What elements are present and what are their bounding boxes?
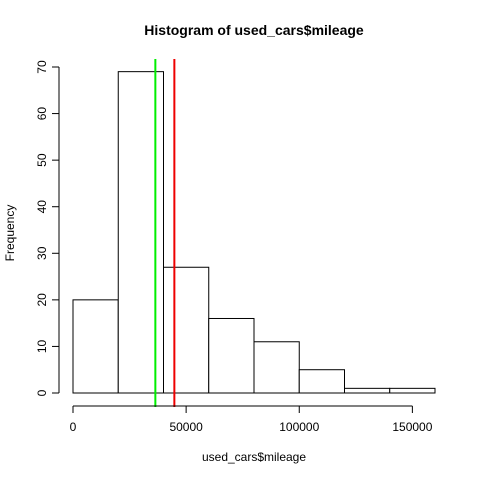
histogram-bar-1 (117, 71, 164, 394)
y-axis-label: Frequency (3, 205, 17, 262)
x-tick-label: 100000 (279, 420, 319, 434)
x-axis: 0 50000 100000 150000 (70, 405, 433, 434)
y-tick-label: 50 (35, 153, 49, 167)
chart-title: Histogram of used_cars$mileage (144, 22, 364, 38)
histogram-bar-6 (344, 387, 391, 394)
histogram-bar-3 (208, 317, 255, 394)
x-axis-label: used_cars$mileage (202, 450, 306, 464)
bars-group (72, 71, 436, 394)
x-tick-label: 150000 (392, 420, 432, 434)
y-tick-label: 60 (35, 107, 49, 121)
vertical-lines-group (154, 59, 176, 407)
y-tick-label: 30 (35, 246, 49, 260)
histogram-bar-0 (72, 299, 119, 394)
y-tick-label: 20 (35, 293, 49, 307)
histogram-bar-7 (389, 387, 436, 394)
y-tick-label: 70 (35, 60, 49, 74)
y-tick-label: 40 (35, 200, 49, 214)
x-tick-label: 50000 (169, 420, 203, 434)
y-axis: 0 10 20 30 40 50 60 70 (35, 60, 60, 396)
histogram-bar-2 (163, 266, 210, 394)
histogram-bar-5 (298, 369, 345, 394)
histogram-bar-4 (253, 341, 300, 394)
y-tick-label: 10 (35, 339, 49, 353)
x-tick-label: 0 (70, 420, 77, 434)
y-tick-label: 0 (35, 389, 49, 396)
